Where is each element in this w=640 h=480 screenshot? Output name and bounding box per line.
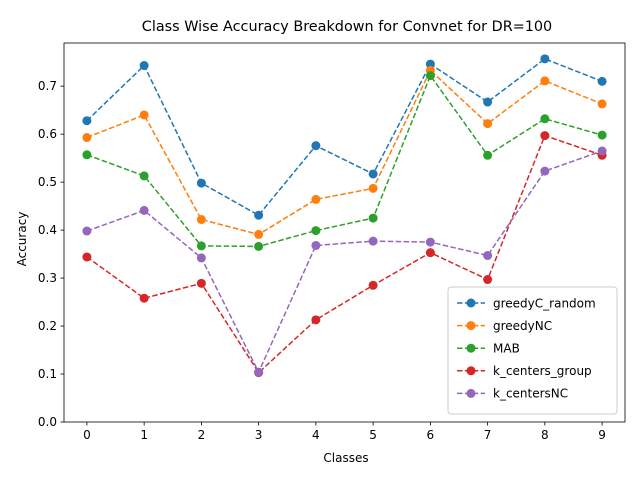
y-axis-label: Accuracy [15,212,29,267]
data-point [82,150,92,160]
data-point [311,141,321,151]
data-point [483,119,493,129]
data-point [597,99,607,109]
data-point [139,110,149,120]
series-greedyNC [82,65,607,239]
data-point [368,280,378,290]
x-tick-label: 5 [369,428,377,442]
data-point [82,116,92,126]
y-tick-label: 0.0 [38,415,57,429]
chart-title: Class Wise Accuracy Breakdown for Convne… [142,19,552,35]
legend-label: greedyC_random [493,296,596,310]
y-tick-label: 0.1 [38,367,57,381]
data-point [139,205,149,215]
legend-marker [466,388,476,398]
data-point [597,146,607,156]
data-point [254,229,264,239]
data-point [425,71,435,81]
y-tick-label: 0.2 [38,319,57,333]
legend-marker [466,321,476,331]
series-line [86,134,603,374]
data-point [368,169,378,179]
series-line [86,74,603,248]
y-tick-label: 0.3 [38,271,57,285]
legend-marker [466,366,476,376]
data-point [82,226,92,236]
data-point [139,293,149,303]
axes-frame [63,42,626,423]
legend-label: k_centers_group [493,364,592,378]
data-point [82,133,92,143]
y-tick-label: 0.4 [38,223,57,237]
legend-label: greedyNC [493,319,552,333]
data-point [196,215,206,225]
x-tick-label: 4 [312,428,320,442]
legend-label: k_centersNC [493,387,568,401]
data-point [368,183,378,193]
legend-marker [466,343,476,353]
series-k_centers_group [82,131,607,378]
data-point [254,210,264,220]
x-tick-label: 6 [427,428,435,442]
data-point [196,253,206,263]
data-point [139,61,149,71]
data-point [196,178,206,188]
data-point [425,248,435,258]
data-point [82,252,92,262]
data-point [425,237,435,247]
series-line [86,150,603,374]
data-point [196,278,206,288]
series-MAB [82,71,607,251]
data-point [540,76,550,86]
data-point [540,54,550,64]
x-axis-label: Classes [323,451,368,465]
data-point [311,226,321,236]
data-point [311,194,321,204]
data-point [368,236,378,246]
series-line [86,69,603,236]
x-tick-label: 3 [255,428,263,442]
x-tick-label: 7 [484,428,492,442]
data-point [254,367,264,377]
data-point [311,315,321,325]
plot-area: 0 1 2 3 4 5 6 7 8 9 0.0 0.1 0.2 0.3 0.4 0.5 0.6 0.7 [38,42,626,442]
data-point [254,241,264,251]
x-tick-label: 9 [598,428,606,442]
data-point [425,59,435,69]
data-point [540,114,550,124]
legend-box [447,286,618,415]
data-point [311,240,321,250]
data-point [597,76,607,86]
x-tick-label: 8 [541,428,549,442]
data-point [483,251,493,261]
legend-marker [466,298,476,308]
data-point [139,171,149,181]
data-point [483,150,493,160]
series-greedyC_random [82,54,607,220]
y-tick-label: 0.5 [38,175,57,189]
data-point [368,213,378,223]
x-tick-label: 2 [198,428,206,442]
data-point [540,166,550,176]
series-k_centersNC [82,146,607,377]
y-tick-label: 0.7 [38,79,57,93]
data-point [483,97,493,107]
legend-label: MAB [493,342,520,356]
y-tick-label: 0.6 [38,127,57,141]
data-point [483,275,493,285]
data-point [196,241,206,251]
data-point [540,131,550,141]
data-point [597,130,607,140]
legend: greedyC_random greedyNC MAB k_centers_group… [447,286,618,415]
x-tick-label: 1 [140,428,148,442]
x-tick-label: 0 [83,428,91,442]
series-line [86,57,603,217]
